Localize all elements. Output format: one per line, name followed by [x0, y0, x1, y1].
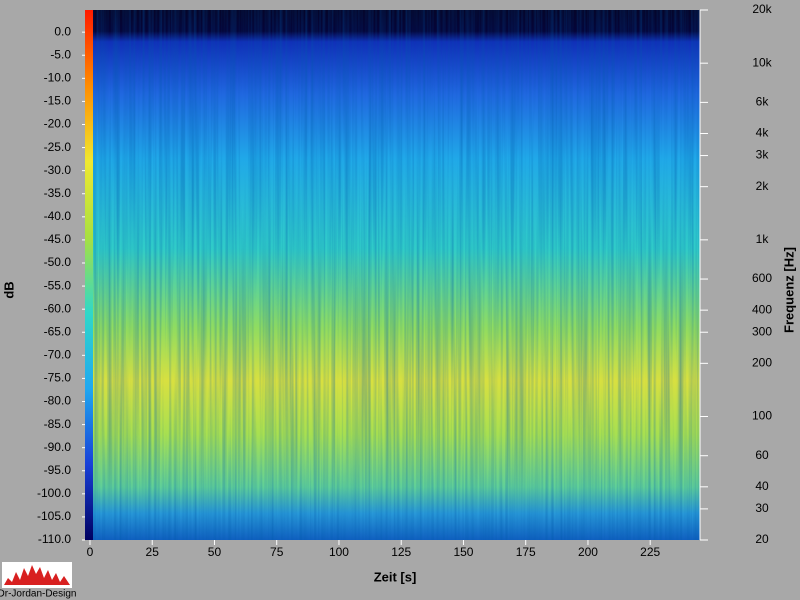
y-tick-label: -80.0	[44, 394, 72, 408]
y-tick-label: -20.0	[44, 117, 72, 131]
y-tick-label: -45.0	[44, 232, 72, 246]
y-tick-label: -55.0	[44, 278, 72, 292]
y2-tick-label: 20	[755, 532, 769, 546]
y-tick-label: 0.0	[54, 24, 71, 38]
y2-axis-title: Frequenz [Hz]	[781, 247, 796, 333]
x-tick-label: 25	[146, 545, 160, 559]
x-axis-title: Zeit [s]	[374, 569, 417, 584]
y2-tick-label: 60	[755, 448, 769, 462]
y-tick-label: -40.0	[44, 209, 72, 223]
x-tick-label: 125	[391, 545, 411, 559]
y-tick-label: -25.0	[44, 140, 72, 154]
y2-tick-label: 30	[755, 501, 769, 515]
y-tick-label: -110.0	[38, 532, 71, 546]
x-tick-label: 100	[329, 545, 349, 559]
color-bar	[85, 10, 93, 540]
y-tick-label: -50.0	[44, 255, 72, 269]
logo-wave	[4, 565, 70, 585]
x-tick-label: 175	[516, 545, 536, 559]
logo-text: Dr-Jordan-Design	[0, 589, 76, 600]
y2-tick-label: 10k	[752, 55, 772, 69]
logo: Dr-Jordan-Design	[0, 562, 76, 600]
y2-tick-label: 6k	[756, 95, 770, 109]
y2-tick-label: 1k	[756, 232, 770, 246]
y-tick-label: -105.0	[37, 509, 71, 523]
y-tick-label: -35.0	[44, 186, 72, 200]
x-tick-label: 0	[87, 545, 94, 559]
y2-tick-label: 40	[755, 479, 769, 493]
x-tick-label: 225	[640, 545, 660, 559]
y2-tick-label: 400	[752, 302, 772, 316]
y-tick-label: -75.0	[44, 371, 72, 385]
y-tick-label: -95.0	[44, 463, 72, 477]
y-tick-label: -5.0	[50, 47, 71, 61]
y-tick-label: -100.0	[37, 486, 71, 500]
y-tick-label: -60.0	[44, 301, 72, 315]
y2-tick-label: 300	[752, 324, 772, 338]
x-tick-label: 150	[453, 545, 473, 559]
x-tick-label: 200	[578, 545, 598, 559]
y2-tick-label: 100	[752, 409, 772, 423]
y-tick-label: -10.0	[44, 70, 72, 84]
y-tick-label: -30.0	[44, 163, 72, 177]
y2-tick-label: 3k	[756, 148, 770, 162]
y-tick-label: -70.0	[44, 348, 72, 362]
x-tick-label: 50	[208, 545, 222, 559]
y2-tick-label: 200	[752, 356, 772, 370]
y-tick-label: -90.0	[44, 440, 72, 454]
y2-tick-label: 600	[752, 271, 772, 285]
y-tick-label: -85.0	[44, 417, 72, 431]
y-axis-title: dB	[1, 281, 16, 298]
spectrogram-texture	[85, 10, 700, 540]
y2-tick-label: 4k	[756, 126, 770, 140]
y2-tick-label: 2k	[756, 179, 770, 193]
y-tick-label: -65.0	[44, 324, 72, 338]
y-tick-label: -15.0	[44, 94, 72, 108]
y2-tick-label: 20k	[752, 2, 772, 16]
x-tick-label: 75	[270, 545, 284, 559]
